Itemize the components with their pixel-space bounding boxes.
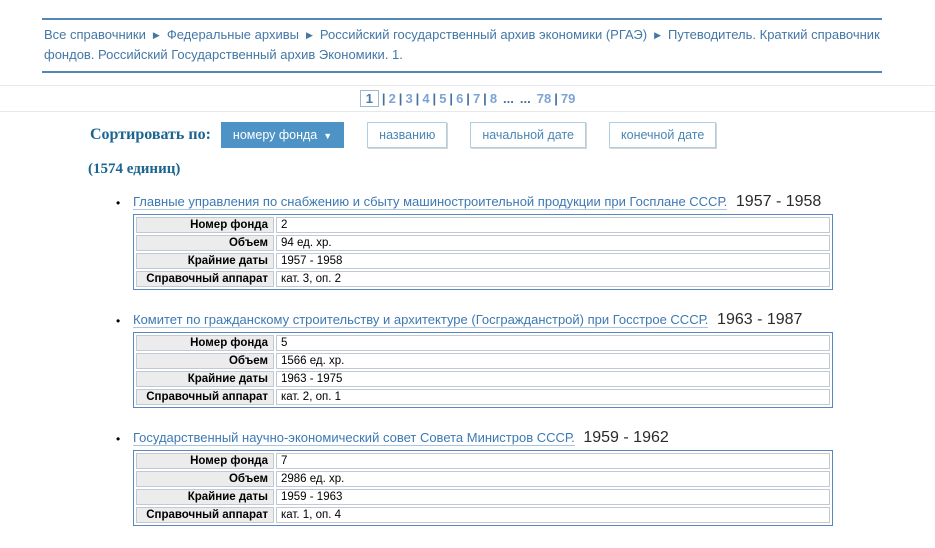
fond-table-row: Крайние даты 1957 - 1958 — [136, 253, 830, 269]
fond-table: Номер фонда 2 Объем 94 ед. хр. Крайние даты 1… — [133, 214, 833, 290]
fond-field-value: 1963 - 1975 — [276, 371, 830, 387]
pagination-page-link[interactable]: 79 — [560, 91, 576, 106]
breadcrumb: Все справочники ▶ Федеральные архивы ▶ Росси… — [42, 18, 882, 73]
fond-dates: 1959 - 1962 — [583, 429, 669, 446]
pagination-current-page: 1 — [359, 90, 379, 107]
fond-entry: • Комитет по гражданскому строительству … — [116, 311, 935, 408]
pagination-page-link[interactable]: 3 — [405, 91, 413, 106]
pagination-page-link[interactable]: 78 — [536, 91, 552, 106]
fond-entry-title-row: • Главные управления по снабжению и сбыт… — [116, 193, 935, 211]
fond-field-label: Объем — [136, 353, 274, 369]
fond-field-label: Крайние даты — [136, 371, 274, 387]
fond-field-label: Объем — [136, 235, 274, 251]
sort-label: Сортировать по: — [90, 126, 211, 143]
fond-field-value: 1566 ед. хр. — [276, 353, 830, 369]
fond-field-label: Объем — [136, 471, 274, 487]
fond-entry: • Главные управления по снабжению и сбыт… — [116, 193, 935, 290]
pagination-page-link[interactable]: 4 — [422, 91, 430, 106]
fond-field-label: Номер фонда — [136, 453, 274, 469]
fond-field-value: 2 — [276, 217, 830, 233]
breadcrumb-item: Путеводитель. Краткий справочник фондов.… — [44, 27, 880, 62]
pagination-separator: | — [398, 91, 403, 106]
fond-table-row: Номер фонда 2 — [136, 217, 830, 233]
sort-button-label: конечной дате — [621, 128, 705, 142]
fond-title-link[interactable]: Государственный научно-экономический сов… — [133, 430, 575, 446]
sort-button[interactable]: конечной дате — [609, 122, 717, 148]
fond-table-row: Объем 2986 ед. хр. — [136, 471, 830, 487]
pagination-ellipsis: ... — [519, 91, 531, 106]
sort-button[interactable]: начальной дате — [470, 122, 587, 148]
fond-field-value: 7 — [276, 453, 830, 469]
pagination-separator: | — [415, 91, 420, 106]
fond-field-value: кат. 1, оп. 4 — [276, 507, 830, 523]
breadcrumb-arrow-icon: ▶ — [152, 30, 160, 40]
sort-button-label: номеру фонда — [232, 128, 318, 142]
fond-table-row: Объем 1566 ед. хр. — [136, 353, 830, 369]
fond-table-row: Номер фонда 7 — [136, 453, 830, 469]
pagination-page-link[interactable]: 5 — [439, 91, 447, 106]
fond-dates: 1957 - 1958 — [735, 193, 822, 210]
fond-table-row: Справочный аппарат кат. 3, оп. 2 — [136, 271, 830, 287]
fond-table-row: Справочный аппарат кат. 2, оп. 1 — [136, 389, 830, 405]
fond-field-value: кат. 3, оп. 2 — [276, 271, 830, 287]
pagination-page-link[interactable]: 6 — [456, 91, 464, 106]
pagination-separator: | — [449, 91, 454, 106]
breadcrumb-item[interactable]: Все справочники — [44, 27, 146, 42]
fond-field-label: Справочный аппарат — [136, 389, 274, 405]
breadcrumb-item[interactable]: Федеральные архивы — [166, 27, 299, 42]
fond-table-row: Крайние даты 1963 - 1975 — [136, 371, 830, 387]
fond-entry-title-row: • Комитет по гражданскому строительству … — [116, 311, 935, 329]
fond-title-link[interactable]: Комитет по гражданскому строительству и … — [133, 312, 709, 328]
sort-row: Сортировать по: номеру фонда ▼ названию нач… — [90, 122, 935, 148]
pagination-separator: | — [483, 91, 487, 106]
pagination-page-link[interactable]: 8 — [489, 91, 498, 106]
pagination-separator: | — [432, 91, 437, 106]
bullet-icon: • — [116, 314, 121, 328]
fond-field-value: 2986 ед. хр. — [276, 471, 830, 487]
fond-field-value: 1957 - 1958 — [276, 253, 830, 269]
bullet-icon: • — [116, 432, 121, 446]
fond-field-label: Крайние даты — [136, 489, 274, 505]
bullet-icon: • — [116, 196, 121, 210]
sort-button-label: названию — [379, 128, 436, 142]
sort-button[interactable]: названию — [367, 122, 448, 148]
pagination-separator: | — [381, 91, 386, 106]
fond-field-label: Справочный аппарат — [136, 271, 274, 287]
fond-table: Номер фонда 7 Объем 2986 ед. хр. Крайние дат… — [133, 450, 833, 526]
fond-dates: 1963 - 1987 — [717, 311, 803, 328]
fond-table-row: Номер фонда 5 — [136, 335, 830, 351]
fond-field-value: кат. 2, оп. 1 — [276, 389, 830, 405]
sort-button[interactable]: номеру фонда ▼ — [220, 122, 345, 148]
fond-title-link[interactable]: Главные управления по снабжению и сбыту … — [133, 194, 728, 210]
fond-field-label: Номер фонда — [136, 335, 274, 351]
sort-button-label: начальной дате — [482, 128, 575, 142]
fond-field-value: 94 ед. хр. — [276, 235, 830, 251]
pagination-page-link[interactable]: 7 — [472, 91, 481, 106]
fond-field-label: Номер фонда — [136, 217, 274, 233]
fond-field-label: Справочный аппарат — [136, 507, 274, 523]
fond-field-value: 1959 - 1963 — [276, 489, 830, 505]
fond-table-row: Крайние даты 1959 - 1963 — [136, 489, 830, 505]
fond-entry: • Государственный научно-экономический с… — [116, 429, 935, 526]
fond-list: • Главные управления по снабжению и сбыт… — [116, 193, 935, 548]
fond-table-row: Справочный аппарат кат. 1, оп. 4 — [136, 507, 830, 523]
pagination-page-link[interactable]: 2 — [388, 91, 396, 106]
breadcrumb-item[interactable]: Российский государственный архив экономи… — [319, 27, 648, 42]
fond-table: Номер фонда 5 Объем 1566 ед. хр. Крайние дат… — [133, 332, 833, 408]
fond-field-value: 5 — [276, 335, 830, 351]
pagination-separator: | — [466, 91, 470, 106]
results-count: (1574 единиц) — [88, 161, 181, 177]
fond-table-row: Объем 94 ед. хр. — [136, 235, 830, 251]
breadcrumb-arrow-icon: ▶ — [305, 30, 313, 40]
fond-field-label: Крайние даты — [136, 253, 274, 269]
sort-buttons: номеру фонда ▼ названию начальной дате конеч… — [220, 122, 717, 148]
fond-entry-title-row: • Государственный научно-экономический с… — [116, 429, 935, 447]
dropdown-arrow-icon: ▼ — [323, 131, 333, 141]
pagination: 1 | 2 | 3 | 4 | 5 | 6 | 7 | 8...... 78 | 79 — [0, 85, 935, 112]
breadcrumb-arrow-icon: ▶ — [654, 30, 661, 40]
pagination-ellipsis: ... — [503, 91, 514, 106]
pagination-separator: | — [554, 91, 558, 106]
